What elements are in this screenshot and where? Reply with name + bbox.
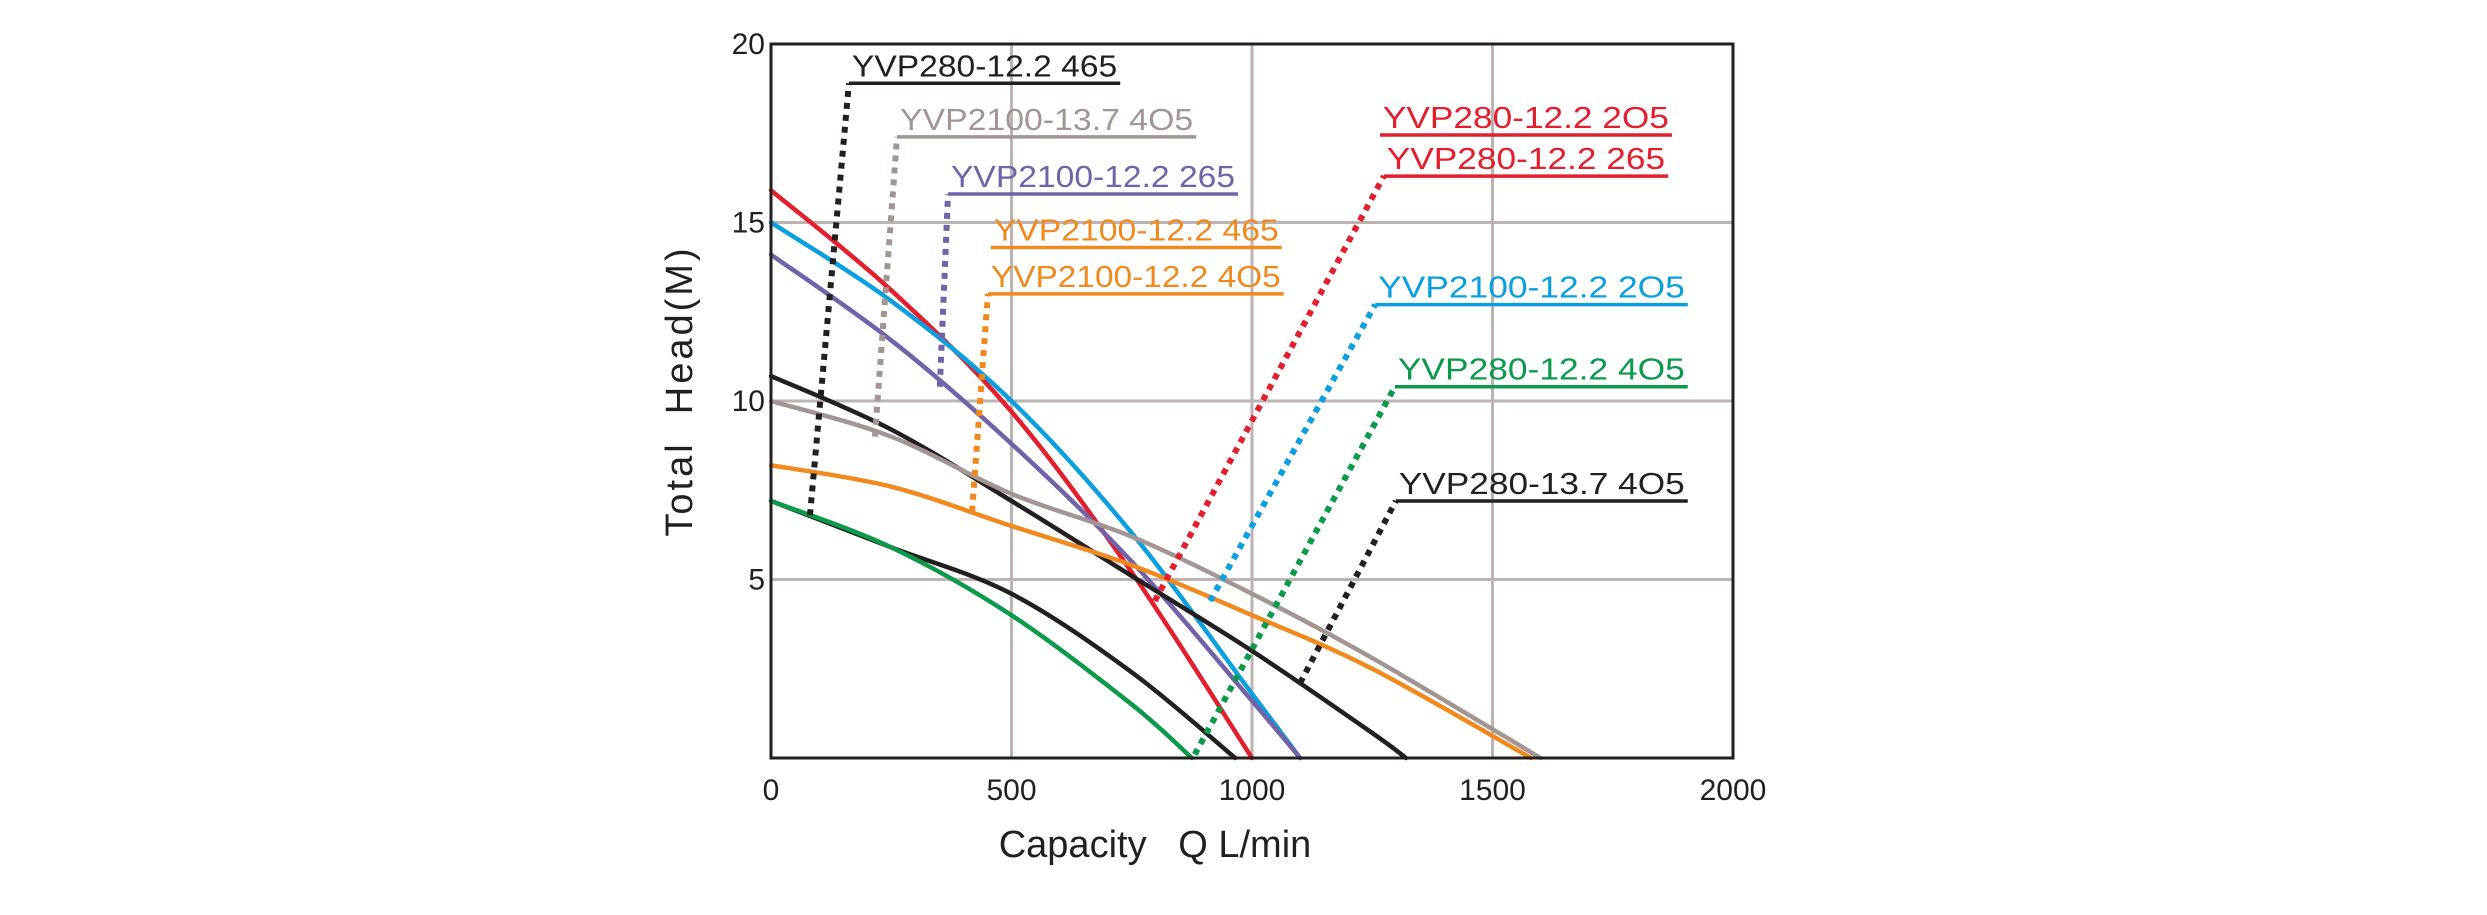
y-tick-label: 5 — [748, 564, 765, 597]
annotation-label-0: YVP280-12.2 465 — [852, 48, 1117, 83]
annotation-label-5: YVP280-12.2 2O5 — [1383, 100, 1669, 135]
y-tick-label: 10 — [732, 385, 765, 418]
annotation-label-8: YVP280-12.2 4O5 — [1398, 352, 1685, 387]
series-line-4 — [768, 398, 1543, 761]
annotation-leader-1 — [871, 136, 901, 437]
x-axis-label: Capacity Q L/min — [999, 824, 1312, 866]
x-tick-label: 2000 — [1700, 774, 1767, 807]
series-line-7 — [768, 498, 1195, 761]
grid — [771, 44, 1733, 758]
annotation-leader-9 — [1297, 499, 1399, 685]
annotation-label-3: YVP2100-12.2 465 — [994, 212, 1279, 247]
series-line-2 — [768, 252, 1303, 761]
series-line-5 — [768, 463, 1534, 761]
annotation-label-1: YVP2100-13.7 4O5 — [900, 102, 1193, 137]
x-tick-label: 1000 — [1219, 774, 1286, 807]
x-tick-label: 1500 — [1459, 774, 1526, 807]
x-tick-label: 500 — [986, 774, 1036, 807]
annotation-label-4: YVP2100-12.2 4O5 — [991, 259, 1281, 294]
annotation-label-2: YVP2100-12.2 265 — [951, 159, 1235, 194]
x-ticks: 0 500 1000 1500 2000 — [763, 774, 1767, 807]
series-line-0 — [768, 188, 1255, 761]
series-line-6 — [768, 498, 1238, 761]
series-line-3 — [768, 373, 1409, 761]
series-curves — [768, 188, 1543, 761]
plot-frame — [769, 42, 1735, 760]
annotation-label-6: YVP280-12.2 265 — [1387, 141, 1665, 176]
y-tick-label: 20 — [732, 28, 765, 61]
y-axis-label: Total Head(M) — [659, 245, 701, 536]
y-tick-label: 15 — [732, 207, 765, 240]
annotation-label-7: YVP2100-12.2 2O5 — [1378, 270, 1685, 305]
annotation-leader-0 — [806, 83, 852, 516]
annotations: YVP280-12.2 465 YVP2100-13.7 4O5 YVP2100-1… — [806, 48, 1688, 756]
annotation-label-9: YVP280-13.7 4O5 — [1399, 466, 1685, 501]
series-line-1 — [768, 220, 1303, 761]
annotation-leader-6 — [1152, 174, 1387, 603]
annotation-leader-2 — [936, 193, 952, 387]
annotation-leader-7 — [1207, 303, 1378, 603]
y-ticks: 5 10 15 20 — [732, 28, 765, 597]
annotation-leader-4 — [969, 293, 991, 512]
x-tick-label: 0 — [763, 774, 780, 807]
annotation-leader-8 — [1192, 385, 1398, 756]
